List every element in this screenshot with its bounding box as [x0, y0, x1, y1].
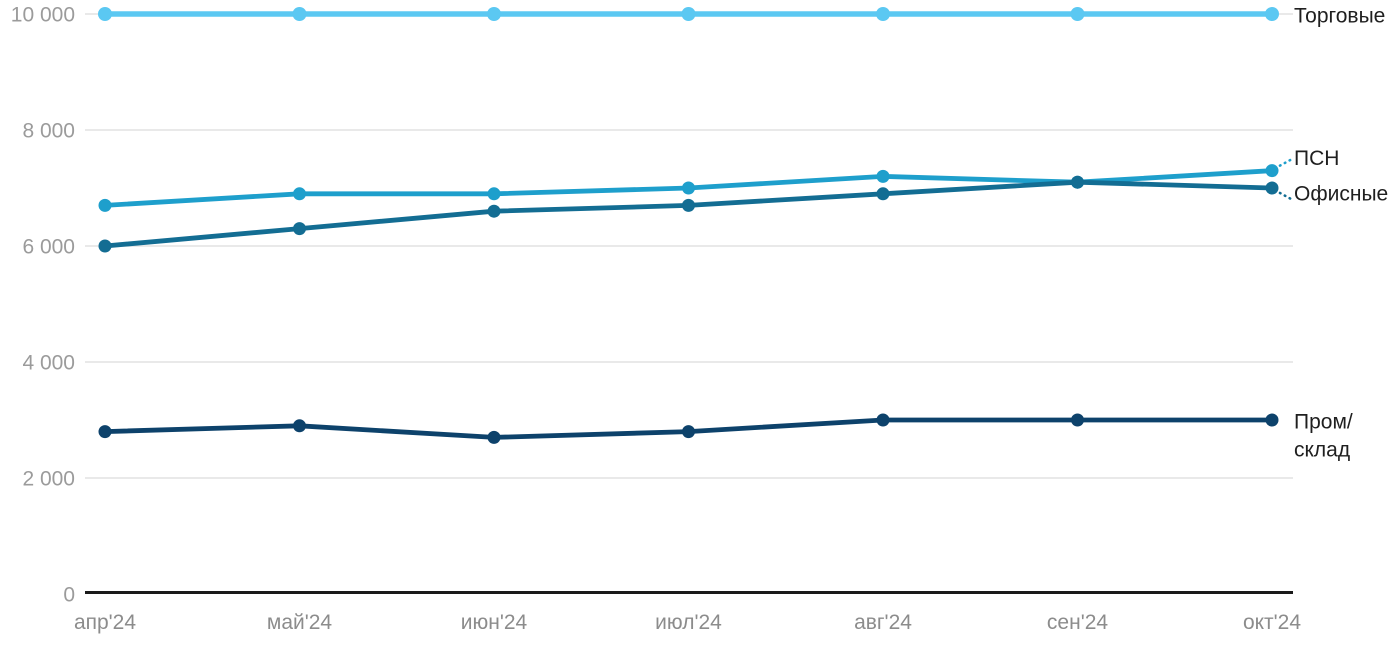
data-point-series-1[interactable]: [98, 198, 112, 212]
x-tick-label: сен'24: [1047, 611, 1108, 634]
data-point-series-3[interactable]: [293, 419, 306, 433]
data-point-series-3[interactable]: [876, 413, 890, 427]
data-point-series-0[interactable]: [1070, 7, 1085, 21]
data-point-series-3[interactable]: [98, 425, 112, 439]
data-point-series-2[interactable]: [1265, 181, 1279, 195]
data-point-series-3[interactable]: [1071, 413, 1084, 427]
data-point-series-1[interactable]: [293, 187, 306, 201]
label-connector: [1278, 191, 1293, 201]
data-point-series-1[interactable]: [876, 169, 890, 183]
y-tick-label: 10 000: [11, 4, 75, 27]
x-tick-label: июн'24: [461, 611, 528, 634]
y-tick-label: 0: [63, 584, 75, 607]
data-point-series-2[interactable]: [98, 239, 112, 253]
data-point-series-2[interactable]: [682, 198, 695, 212]
data-point-series-0[interactable]: [487, 7, 501, 21]
data-point-series-2[interactable]: [876, 187, 890, 201]
series-end-label: Торговые: [1294, 5, 1385, 28]
x-tick-label: авг'24: [854, 611, 912, 634]
data-point-series-2[interactable]: [1071, 175, 1084, 189]
x-tick-label: окт'24: [1243, 611, 1301, 634]
y-tick-label: 8 000: [22, 120, 75, 143]
data-point-series-3[interactable]: [1265, 413, 1279, 427]
data-point-series-2[interactable]: [487, 204, 501, 218]
series-end-label: ПСН: [1294, 147, 1339, 170]
y-tick-label: 6 000: [22, 236, 75, 259]
data-point-series-0[interactable]: [292, 7, 307, 21]
data-point-series-3[interactable]: [682, 425, 695, 439]
data-point-series-0[interactable]: [98, 7, 112, 21]
data-point-series-1[interactable]: [1265, 164, 1279, 178]
data-point-series-1[interactable]: [682, 181, 695, 195]
x-tick-label: май'24: [267, 611, 333, 634]
data-point-series-0[interactable]: [1265, 7, 1279, 21]
data-point-series-2[interactable]: [293, 222, 306, 236]
data-point-series-0[interactable]: [876, 7, 890, 21]
series-end-label: склад: [1294, 439, 1350, 462]
series-end-label: Офисные: [1294, 183, 1388, 206]
x-tick-label: апр'24: [74, 611, 136, 634]
data-point-series-3[interactable]: [487, 430, 501, 444]
y-tick-label: 2 000: [22, 468, 75, 491]
series-end-label: Пром/: [1294, 411, 1353, 434]
x-tick-label: июл'24: [655, 611, 722, 634]
y-tick-label: 4 000: [22, 352, 75, 375]
label-connector: [1278, 158, 1293, 167]
data-point-series-1[interactable]: [487, 187, 501, 201]
data-point-series-0[interactable]: [681, 7, 696, 21]
